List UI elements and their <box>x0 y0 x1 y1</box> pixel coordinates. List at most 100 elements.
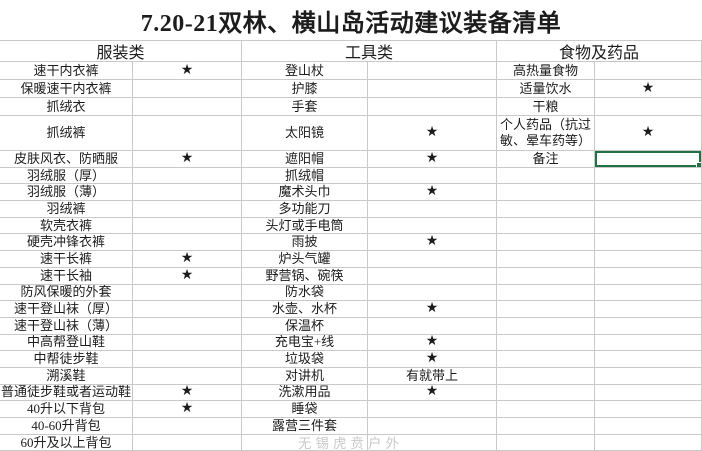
column-group-header-tools[interactable]: 工具类 <box>242 41 497 62</box>
tool-mark-cell[interactable]: ★ <box>368 234 497 252</box>
tool-item-cell[interactable]: 头灯或手电筒 <box>242 217 368 235</box>
tool-mark-cell[interactable] <box>368 267 497 285</box>
clothing-item-cell[interactable]: 速干登山袜（厚） <box>0 301 133 318</box>
clothing-item-cell[interactable]: 羽绒裤 <box>0 201 133 218</box>
food-mark-cell[interactable] <box>595 334 702 352</box>
clothing-item-cell[interactable]: 中帮徒步鞋 <box>0 351 133 368</box>
tool-mark-cell[interactable]: ★ <box>368 384 497 402</box>
clothing-mark-cell[interactable] <box>133 351 242 368</box>
clothing-item-cell[interactable]: 抓绒衣 <box>0 98 133 116</box>
food-mark-cell[interactable] <box>595 401 702 418</box>
food-item-cell[interactable] <box>497 401 595 418</box>
clothing-item-cell[interactable]: 速干长裤 <box>0 251 133 268</box>
food-mark-cell[interactable] <box>595 62 702 80</box>
clothing-item-cell[interactable]: 羽绒服（薄） <box>0 184 133 202</box>
column-group-header-food-medicine[interactable]: 食物及药品 <box>497 41 702 62</box>
clothing-item-cell[interactable]: 防风保暖的外套 <box>0 284 133 302</box>
tool-item-cell[interactable]: 垃圾袋 <box>242 351 368 368</box>
clothing-item-cell[interactable]: 抓绒裤 <box>0 116 133 151</box>
tool-item-cell[interactable] <box>242 434 368 451</box>
clothing-mark-cell[interactable] <box>133 367 242 385</box>
food-item-cell[interactable] <box>497 317 595 335</box>
tool-item-cell[interactable]: 登山杖 <box>242 62 368 80</box>
tool-mark-cell[interactable] <box>368 317 497 335</box>
tool-item-cell[interactable]: 对讲机 <box>242 367 368 385</box>
tool-mark-cell[interactable] <box>368 217 497 235</box>
food-item-cell[interactable] <box>497 217 595 235</box>
tool-item-cell[interactable]: 雨披 <box>242 234 368 252</box>
clothing-mark-cell[interactable]: ★ <box>133 251 242 268</box>
clothing-mark-cell[interactable]: ★ <box>133 151 242 168</box>
tool-item-cell[interactable]: 水壶、水杯 <box>242 301 368 318</box>
food-mark-cell[interactable] <box>595 167 702 185</box>
food-mark-cell[interactable] <box>595 434 702 451</box>
clothing-item-cell[interactable]: 羽绒服（厚） <box>0 167 133 185</box>
tool-mark-cell[interactable] <box>368 401 497 418</box>
clothing-mark-cell[interactable] <box>133 234 242 252</box>
clothing-item-cell[interactable]: 速干内衣裤 <box>0 62 133 80</box>
clothing-mark-cell[interactable]: ★ <box>133 384 242 402</box>
tool-item-cell[interactable]: 护膝 <box>242 80 368 98</box>
food-mark-cell[interactable] <box>595 98 702 116</box>
clothing-item-cell[interactable]: 普通徒步鞋或者运动鞋 <box>0 384 133 402</box>
food-mark-cell[interactable] <box>595 367 702 385</box>
tool-mark-cell[interactable]: ★ <box>368 334 497 352</box>
food-item-cell[interactable]: 个人药品（抗过 敏、晕车药等） <box>497 116 595 151</box>
clothing-mark-cell[interactable] <box>133 284 242 302</box>
tool-item-cell[interactable]: 睡袋 <box>242 401 368 418</box>
tool-mark-cell[interactable] <box>368 167 497 185</box>
tool-mark-cell[interactable] <box>368 201 497 218</box>
clothing-item-cell[interactable]: 速干登山袜（薄） <box>0 317 133 335</box>
tool-item-cell[interactable]: 防水袋 <box>242 284 368 302</box>
tool-mark-cell[interactable]: ★ <box>368 184 497 202</box>
clothing-mark-cell[interactable] <box>133 80 242 98</box>
food-item-cell[interactable] <box>497 267 595 285</box>
clothing-item-cell[interactable]: 中高帮登山鞋 <box>0 334 133 352</box>
tool-item-cell[interactable]: 魔术头巾 <box>242 184 368 202</box>
food-item-cell[interactable] <box>497 201 595 218</box>
clothing-mark-cell[interactable] <box>133 116 242 151</box>
tool-mark-cell[interactable] <box>368 418 497 435</box>
clothing-item-cell[interactable]: 40升以下背包 <box>0 401 133 418</box>
food-item-cell[interactable] <box>497 251 595 268</box>
clothing-mark-cell[interactable] <box>133 434 242 451</box>
food-mark-cell[interactable] <box>595 267 702 285</box>
tool-item-cell[interactable]: 保温杯 <box>242 317 368 335</box>
tool-mark-cell[interactable]: ★ <box>368 301 497 318</box>
clothing-item-cell[interactable]: 皮肤风衣、防晒服 <box>0 151 133 168</box>
tool-item-cell[interactable]: 充电宝+线 <box>242 334 368 352</box>
clothing-mark-cell[interactable] <box>133 184 242 202</box>
clothing-mark-cell[interactable]: ★ <box>133 62 242 80</box>
tool-mark-cell[interactable]: ★ <box>368 116 497 151</box>
food-item-cell[interactable] <box>497 351 595 368</box>
tool-item-cell[interactable]: 野营锅、碗筷 <box>242 267 368 285</box>
tool-item-cell[interactable]: 遮阳帽 <box>242 151 368 168</box>
tool-mark-cell[interactable]: ★ <box>368 151 497 168</box>
food-item-cell[interactable] <box>497 384 595 402</box>
tool-mark-cell[interactable] <box>368 284 497 302</box>
food-item-cell[interactable]: 干粮 <box>497 98 595 116</box>
clothing-mark-cell[interactable]: ★ <box>133 401 242 418</box>
clothing-item-cell[interactable]: 60升及以上背包 <box>0 434 133 451</box>
food-item-cell[interactable] <box>497 234 595 252</box>
tool-mark-cell[interactable] <box>368 251 497 268</box>
clothing-mark-cell[interactable] <box>133 167 242 185</box>
food-mark-cell[interactable] <box>595 301 702 318</box>
food-mark-cell[interactable] <box>595 251 702 268</box>
tool-item-cell[interactable]: 抓绒帽 <box>242 167 368 185</box>
clothing-mark-cell[interactable] <box>133 217 242 235</box>
clothing-item-cell[interactable]: 硬壳冲锋衣裤 <box>0 234 133 252</box>
clothing-item-cell[interactable]: 40-60升背包 <box>0 418 133 435</box>
food-item-cell[interactable]: 备注 <box>497 151 595 168</box>
tool-item-cell[interactable]: 洗漱用品 <box>242 384 368 402</box>
tool-item-cell[interactable]: 手套 <box>242 98 368 116</box>
food-mark-cell[interactable] <box>595 201 702 218</box>
tool-item-cell[interactable]: 太阳镜 <box>242 116 368 151</box>
clothing-item-cell[interactable]: 软壳衣裤 <box>0 217 133 235</box>
tool-mark-cell[interactable] <box>368 80 497 98</box>
clothing-mark-cell[interactable]: ★ <box>133 267 242 285</box>
food-item-cell[interactable]: 适量饮水 <box>497 80 595 98</box>
clothing-item-cell[interactable]: 保暖速干内衣裤 <box>0 80 133 98</box>
tool-item-cell[interactable]: 露营三件套 <box>242 418 368 435</box>
food-mark-cell[interactable] <box>595 418 702 435</box>
